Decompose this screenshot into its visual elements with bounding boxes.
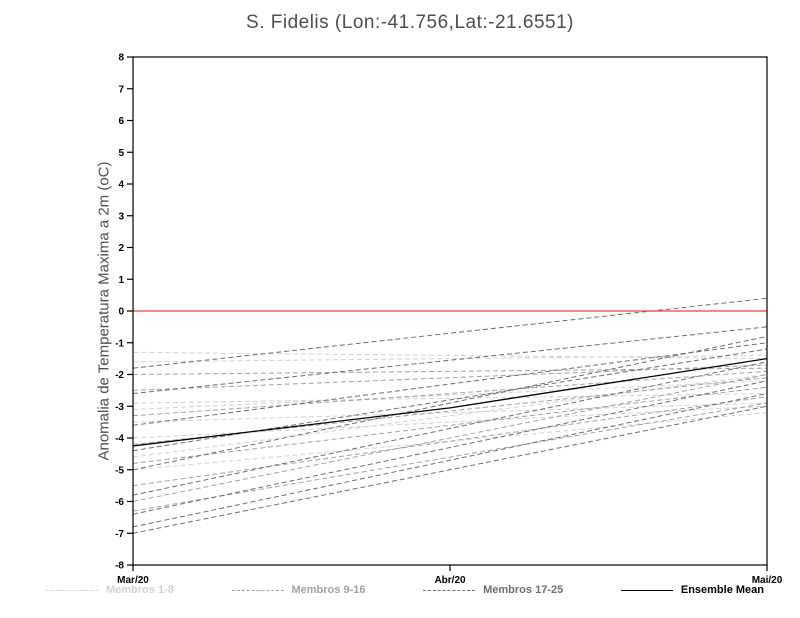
y-tick-label: 6: [118, 116, 124, 127]
y-tick-label: -5: [115, 465, 124, 476]
ensemble-member-line: [132, 348, 768, 452]
chart-legend: Membros 1-8 Membros 9-16 Membros 17-25 E…: [46, 584, 764, 596]
ensemble-member-line: [132, 361, 768, 496]
ensemble-mean-line: [132, 357, 768, 447]
ensemble-member-line: [132, 380, 768, 515]
legend-item: Ensemble Mean: [620, 584, 764, 596]
y-tick-label: 0: [118, 307, 124, 318]
ensemble-member-line: [132, 374, 768, 458]
ensemble-member-line: [132, 393, 768, 404]
ensemble-member-line: [132, 364, 768, 391]
ensemble-member-line: [132, 297, 768, 369]
ensemble-member-line: [132, 393, 768, 528]
y-tick-label: -8: [115, 561, 124, 572]
legend-label: Membros 1-8: [106, 584, 174, 596]
ensemble-member-line: [132, 326, 768, 395]
x-tick-label: Mar/20: [117, 575, 149, 586]
ensemble-member-line: [132, 370, 768, 417]
ensemble-member-line: [132, 351, 768, 360]
legend-label: Membros 17-25: [483, 584, 564, 596]
y-tick-label: 3: [118, 211, 124, 222]
ensemble-member-line: [132, 402, 768, 512]
ensemble-member-line: [132, 402, 768, 423]
y-tick-label: -3: [115, 402, 124, 413]
ensemble-member-line: [132, 342, 768, 426]
x-tick-label: Abr/20: [434, 575, 466, 586]
y-tick-label: -6: [115, 497, 124, 508]
ensemble-member-line: [132, 405, 768, 439]
ensemble-member-line: [132, 335, 768, 471]
y-tick-label: 1: [118, 275, 124, 286]
chart-title: S. Fidelis (Lon:-41.756,Lat:-21.6551): [246, 12, 574, 33]
ensemble-member-line: [132, 374, 768, 502]
y-tick-label: 4: [118, 180, 124, 191]
y-tick-label: -7: [115, 529, 124, 540]
legend-label: Membros 9-16: [291, 584, 366, 596]
legend-line-sample: [620, 589, 673, 591]
legend-line-sample: [46, 589, 98, 591]
y-tick-label: 7: [118, 84, 124, 95]
ensemble-member-line: [132, 386, 768, 464]
y-tick-label: 5: [118, 148, 124, 159]
y-tick-label: -1: [115, 338, 124, 349]
ensemble-member-line: [132, 405, 768, 534]
legend-item: Membros 17-25: [423, 584, 563, 596]
ensemble-member-line: [132, 396, 768, 487]
x-tick-label: Mai/20: [752, 575, 783, 586]
y-tick-label: 2: [118, 243, 124, 254]
ensemble-member-line: [132, 380, 768, 410]
legend-line-sample: [423, 589, 476, 591]
legend-label: Ensemble Mean: [680, 584, 764, 596]
legend-line-sample: [231, 589, 284, 591]
ensemble-member-line: [132, 412, 768, 471]
legend-item: Membros 1-8: [46, 584, 174, 596]
legend-item: Membros 9-16: [231, 584, 366, 596]
y-tick-label: -4: [115, 434, 124, 445]
ensemble-member-line: [132, 354, 768, 363]
y-tick-label: 8: [118, 53, 124, 64]
y-tick-label: -2: [115, 370, 124, 381]
